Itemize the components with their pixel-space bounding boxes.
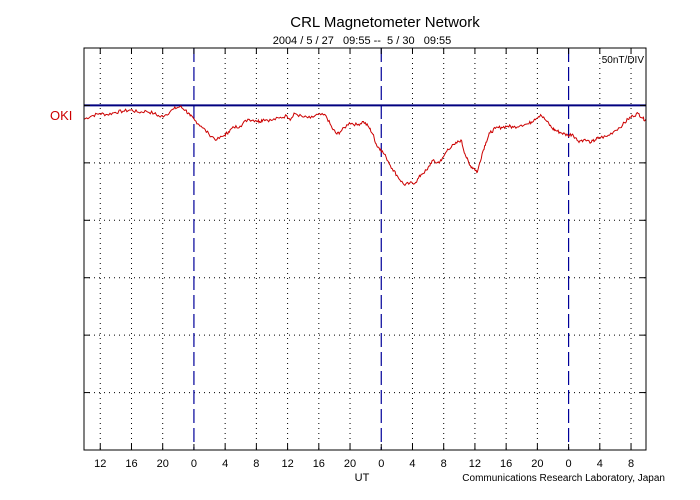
x-tick-label: 16 bbox=[125, 458, 137, 470]
x-tick-label: 4 bbox=[222, 458, 228, 470]
credit-label: Communications Research Laboratory, Japa… bbox=[462, 473, 665, 484]
x-tick-label: 16 bbox=[500, 458, 512, 470]
x-tick-label: 20 bbox=[344, 458, 356, 470]
x-tick-label: 8 bbox=[253, 458, 259, 470]
x-tick-label: 4 bbox=[409, 458, 415, 470]
x-tick-label: 16 bbox=[313, 458, 325, 470]
series-line-oki bbox=[83, 105, 647, 187]
series-layer bbox=[83, 105, 647, 187]
y-tick-marks bbox=[84, 104, 646, 394]
x-tick-label: 12 bbox=[94, 458, 106, 470]
series-label-oki: OKI bbox=[50, 108, 72, 123]
x-tick-label: 8 bbox=[628, 458, 634, 470]
chart-subtitle: 2004 / 5 / 27 09:55 -- 5 / 30 09:55 bbox=[273, 35, 452, 47]
chart-title: CRL Magnetometer Network bbox=[290, 14, 480, 31]
x-axis-label: UT bbox=[355, 472, 370, 484]
grid bbox=[84, 48, 646, 450]
x-tick-label: 0 bbox=[191, 458, 197, 470]
x-tick-label: 0 bbox=[378, 458, 384, 470]
x-tick-label: 20 bbox=[531, 458, 543, 470]
x-tick-label: 12 bbox=[281, 458, 293, 470]
x-tick-label: 12 bbox=[469, 458, 481, 470]
x-tick-label: 4 bbox=[597, 458, 603, 470]
plot-frame bbox=[83, 47, 647, 451]
x-tick-label: 20 bbox=[157, 458, 169, 470]
x-tick-label: 8 bbox=[441, 458, 447, 470]
x-tick-labels: 12 16 20 0 4 8 12 16 20 0 4 8 12 16 20 0 4 8 bbox=[94, 48, 634, 470]
x-tick-label: 0 bbox=[566, 458, 572, 470]
day-boundary-lines bbox=[193, 48, 570, 450]
scale-label: 50nT/DIV bbox=[602, 55, 645, 66]
